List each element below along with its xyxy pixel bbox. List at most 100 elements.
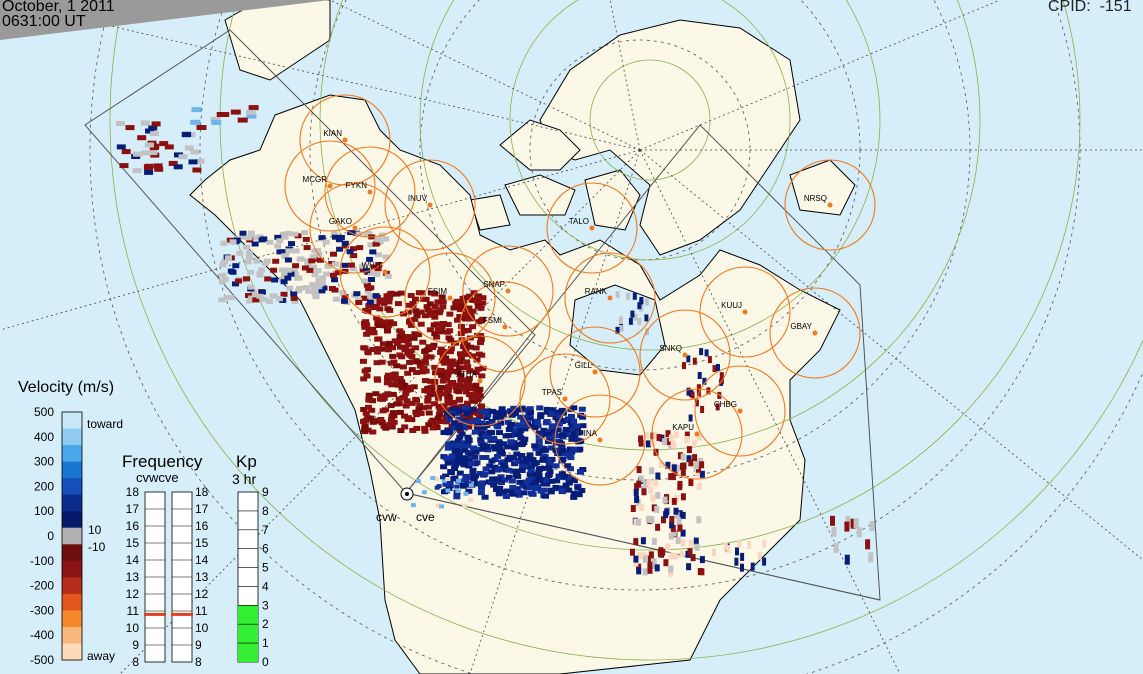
velocity-cell (669, 521, 675, 529)
velocity-cell (455, 389, 463, 395)
velocity-cell (404, 417, 412, 422)
velocity-cell (682, 362, 686, 370)
velocity-cell (292, 263, 300, 269)
velocity-cell (633, 489, 639, 496)
velocity-cell (459, 482, 467, 488)
velocity-cell (494, 479, 502, 484)
velocity-cell (690, 554, 696, 562)
frequency-tick: 17 (195, 502, 209, 516)
velocity-cell (558, 488, 566, 494)
velocity-cell (470, 419, 478, 425)
velocity-cell (373, 272, 381, 277)
velocity-cell (290, 295, 298, 301)
velocity-cell (716, 364, 720, 371)
frequency-tick: 12 (126, 587, 140, 601)
velocity-color-band (62, 560, 82, 578)
velocity-cell (674, 511, 680, 519)
velocity-cell (462, 477, 470, 483)
velocity-cell (559, 432, 567, 438)
velocity-cell (280, 279, 288, 285)
velocity-cell (636, 480, 642, 488)
velocity-cell (643, 480, 649, 488)
velocity-cell (495, 491, 503, 497)
velocity-cell (374, 252, 382, 258)
velocity-cell (762, 557, 767, 566)
station-label: GILL (575, 361, 593, 370)
velocity-cell (373, 349, 381, 355)
velocity-cell (494, 424, 502, 430)
velocity-cell (686, 388, 691, 396)
velocity-cell (447, 346, 455, 352)
velocity-cell (526, 423, 534, 429)
velocity-cell (386, 340, 393, 346)
velocity-cell (461, 295, 469, 301)
velocity-cell (378, 420, 386, 426)
velocity-cell (468, 395, 476, 401)
velocity-cell (661, 516, 666, 524)
velocity-cell (336, 246, 344, 252)
velocity-cell (687, 548, 693, 556)
velocity-cell (507, 421, 515, 427)
velocity-cell (404, 370, 412, 376)
velocity-cell (471, 454, 479, 460)
velocity-cell (318, 288, 326, 294)
velocity-cell (404, 309, 412, 315)
velocity-cell (361, 427, 369, 433)
velocity-cell (646, 515, 651, 523)
velocity-cell (394, 341, 401, 346)
velocity-cell (471, 429, 479, 435)
velocity-cell (341, 243, 349, 249)
station-dot (367, 189, 373, 195)
frequency-tick: 11 (195, 604, 208, 618)
velocity-cell (458, 323, 465, 329)
velocity-cell (395, 338, 403, 344)
velocity-cell (483, 415, 491, 421)
velocity-cell (477, 305, 485, 311)
velocity-cell (315, 284, 323, 290)
velocity-cell (469, 406, 477, 412)
frequency-tick: 18 (195, 485, 209, 499)
velocity-cell (365, 397, 373, 403)
velocity-cell (431, 309, 439, 315)
velocity-cell (133, 151, 142, 157)
velocity-cell (144, 169, 154, 175)
arctic-islands-2 (504, 174, 576, 216)
velocity-cell (444, 372, 452, 378)
velocity-cell (478, 373, 486, 379)
velocity-cell (460, 339, 468, 345)
frequency-tick: 14 (126, 553, 140, 567)
velocity-cell (444, 456, 452, 462)
velocity-cell (654, 505, 660, 513)
velocity-cell (368, 277, 375, 282)
velocity-cell (460, 299, 467, 305)
velocity-cell (633, 538, 639, 546)
velocity-cell (452, 361, 460, 367)
velocity-cell (637, 552, 643, 560)
velocity-cell (548, 478, 556, 484)
radar-labels: cvw cve (376, 510, 435, 524)
velocity-cell (668, 569, 673, 577)
station-field-circle (459, 281, 551, 373)
velocity-cell (472, 382, 480, 388)
velocity-inner-tick: -10 (88, 540, 106, 554)
velocity-cell (234, 278, 242, 284)
station-dot (827, 202, 833, 208)
velocity-cell (558, 407, 566, 413)
velocity-cell (265, 299, 273, 304)
velocity-cell (446, 479, 454, 485)
velocity-cell (477, 437, 485, 443)
velocity-cell (688, 479, 694, 486)
velocity-cell (478, 481, 486, 487)
velocity-cell (446, 328, 454, 334)
velocity-color-band (62, 527, 82, 545)
velocity-cell (243, 276, 250, 282)
velocity-cell (219, 272, 227, 278)
velocity-cell (121, 149, 131, 155)
velocity-cell (137, 135, 147, 141)
velocity-cell (665, 461, 671, 469)
velocity-cell (417, 321, 425, 327)
velocity-cell (479, 455, 487, 460)
velocity-cell (330, 251, 337, 257)
velocity-cell (646, 478, 652, 486)
velocity-cell (402, 390, 410, 396)
